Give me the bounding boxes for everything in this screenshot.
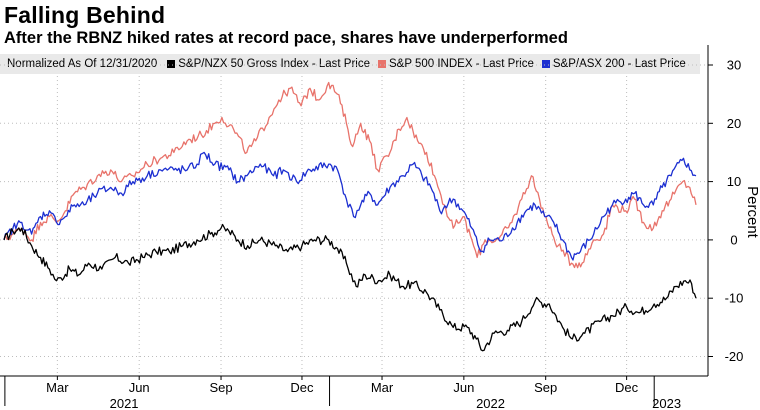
series-lines (3, 81, 697, 352)
chart-subtitle: After the RBNZ hiked rates at record pac… (4, 29, 568, 47)
series-line-0 (3, 223, 697, 352)
x-tick-label: Dec (290, 380, 314, 395)
x-tick-label: Jun (453, 380, 474, 395)
legend-item-nzx50: S&P/NZX 50 Gross Index - Last Price (167, 58, 370, 70)
year-label: 2023 (652, 396, 681, 410)
legend-item-sp500: S&P 500 INDEX - Last Price (377, 58, 534, 70)
legend-label-sp500: S&P 500 INDEX - Last Price (388, 58, 534, 70)
x-tick-label: Jun (129, 380, 150, 395)
x-tick-label: Mar (371, 380, 394, 395)
legend-swatch-nzx50 (167, 60, 176, 68)
x-tick-label: Sep (534, 380, 557, 395)
chart-legend: Normalized As Of 12/31/2020 S&P/NZX 50 G… (0, 54, 700, 74)
grid-lines (0, 64, 708, 376)
chart-title: Falling Behind (4, 2, 166, 28)
legend-swatch-asx200 (541, 60, 550, 68)
y-tick-label: -10 (725, 291, 744, 306)
series-line-2 (3, 151, 697, 261)
legend-label-asx200: S&P/ASX 200 - Last Price (552, 58, 686, 70)
y-tick-label: 0 (730, 232, 737, 247)
normalized-note: Normalized As Of 12/31/2020 (7, 58, 158, 70)
x-tick-label: Sep (209, 380, 232, 395)
legend-swatch-sp500 (377, 60, 386, 68)
legend-label-nzx50: S&P/NZX 50 Gross Index - Last Price (178, 58, 370, 70)
x-tick-label: Dec (615, 380, 639, 395)
y-tick-label: -20 (725, 349, 744, 364)
y-tick-label: 10 (727, 174, 741, 189)
legend-item-asx200: S&P/ASX 200 - Last Price (541, 58, 686, 70)
y-tick-label: 20 (727, 116, 741, 131)
y-axis-label: Percent (744, 186, 760, 239)
year-label: 2022 (476, 396, 505, 410)
x-tick-label: Mar (46, 380, 69, 395)
axes: 30 20 10 0 -10 -20 Mar Jun Sep Dec Mar Jun Sep Dec 202… (0, 45, 760, 410)
y-tick-label: 30 (727, 58, 741, 73)
year-label: 2021 (110, 396, 139, 410)
series-line-1 (3, 81, 697, 269)
